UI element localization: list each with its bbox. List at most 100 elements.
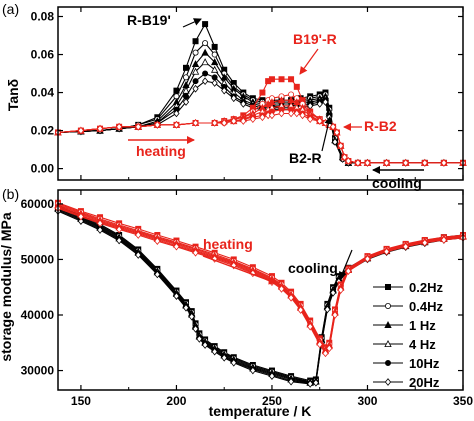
panel-b-data-point: [182, 303, 190, 312]
panel-b-data-point: [421, 238, 428, 247]
panel-a-y-tick-label: 0.02: [31, 124, 55, 138]
panel-a-data-point: [201, 58, 209, 66]
panel-a-data-point: [421, 159, 428, 167]
panel-b-data-point: [268, 372, 276, 380]
panel-b-data-point: [77, 217, 85, 225]
panel-b-y-tick-label: 60000: [21, 197, 55, 211]
panel-a-data-point: [202, 70, 209, 77]
panel-b-data-point: [211, 347, 218, 356]
legend-marker: [384, 359, 391, 366]
legend-label: 20Hz: [409, 375, 440, 390]
panel-b-data-point: [201, 341, 209, 349]
panel-b-label: (b): [2, 186, 19, 202]
panel-b-data-point: [297, 306, 304, 314]
panel-a-data-point: [354, 159, 362, 167]
panel-a-y-tick-label: 0.08: [31, 10, 55, 24]
panel-a-data-point: [211, 119, 218, 127]
panel-a-y-tick-label: 0.00: [31, 162, 55, 176]
panel-a-data-point: [288, 76, 295, 83]
panel-a-data-point: [240, 100, 247, 108]
panel-a-axes: 0.00 0.02 0.04 0.06 0.08: [31, 7, 464, 180]
panel-a-data-point: [201, 48, 209, 56]
panel-b-data-point: [77, 212, 85, 221]
panel-a-data-point: [135, 122, 142, 131]
panel-b-data-point: [96, 226, 104, 234]
panel-b-data-point: [192, 248, 199, 257]
panel-b-data-point: [326, 344, 333, 353]
panel-a-y-tick-label: 0.06: [31, 48, 55, 62]
panel-b-data-point: [383, 247, 390, 256]
panel-a-data-point: [210, 65, 219, 73]
annotation-cooling-b: cooling: [288, 260, 338, 276]
legend-label: 1 Hz: [409, 318, 436, 333]
panel-a-data-point: [259, 113, 266, 122]
panel-b-data-point: [154, 270, 161, 279]
panel-a-data-point: [278, 76, 285, 83]
legend-marker: [384, 321, 392, 329]
panel-b-data-point: [135, 251, 142, 259]
panel-a-data-point: [116, 122, 123, 131]
panel-a-data-point: [192, 84, 199, 93]
panel-a-data-point: [191, 67, 200, 75]
panel-b-frame: [57, 189, 464, 391]
panel-a-series-heating-9: [54, 101, 467, 166]
panel-a-series: [54, 21, 467, 167]
panel-b-x-tick-label: 250: [262, 394, 282, 408]
panel-a-frame: [57, 6, 464, 181]
panel-b-series-line-10: [57, 206, 464, 354]
panel-b-x-tick-label: 150: [71, 394, 91, 408]
panel-a-data-point: [173, 121, 180, 129]
panel-a-y-tick-label: 0.04: [31, 86, 55, 100]
panel-a-data-point: [202, 21, 209, 28]
panel-a-data-point: [249, 115, 256, 123]
panel-b-series-line-11: [57, 207, 464, 355]
panel-b-data-point: [307, 380, 314, 388]
panel-b-x-tick-label: 350: [453, 394, 473, 408]
panel-b-data-point: [312, 378, 320, 387]
panel-a-data-point: [202, 40, 209, 47]
panel-b-series-line-8: [57, 204, 464, 351]
panel-b-data-point: [440, 236, 448, 244]
panel-a: (a) 0.00 0.02 0.04 0.06 0.08 Tanδ R-B19' B19…: [2, 1, 467, 191]
panel-b-data-point: [324, 305, 331, 314]
panel-b-data-point: [249, 366, 256, 375]
panel-a-label: (a): [2, 1, 19, 17]
panel-a-data-point: [299, 111, 306, 120]
panel-b-data-point: [116, 225, 123, 234]
panel-b-y-tick-label: 50000: [21, 252, 55, 266]
annotation-heating-b-arrow: [202, 255, 277, 285]
panel-a-data-point: [182, 86, 190, 94]
legend-marker: [384, 378, 392, 386]
panel-a-data-point: [230, 94, 237, 103]
panel-a-series-heating-6: [55, 76, 466, 166]
panel-b-data-point: [96, 219, 104, 228]
panel-a-data-point: [293, 109, 300, 118]
annotation-heating-a: heating: [136, 143, 186, 159]
panel-b: (b) 150 200 250 300 35030000400005000060000 …: [0, 186, 473, 419]
panel-a-data-point: [259, 89, 266, 96]
panel-a-data-point: [322, 98, 329, 106]
panel-b-data-point: [316, 340, 323, 349]
annotation-cooling-a: cooling: [372, 175, 422, 191]
panel-a-data-point: [345, 157, 352, 165]
annotation-b2-r-arrow: [321, 116, 333, 152]
panel-b-y-tick-label: 30000: [21, 364, 55, 378]
panel-b-data-point: [188, 312, 195, 321]
panel-a-data-point: [192, 38, 199, 45]
panel-a-series-heating-11: [54, 109, 467, 167]
annotation-b19-r: B19'-R: [293, 31, 337, 47]
panel-a-data-point: [221, 119, 228, 127]
panel-a-data-point: [182, 64, 189, 71]
panel-b-series-cooling-1: [55, 203, 466, 385]
panel-b-series-heating-10: [55, 204, 466, 356]
panel-a-data-point: [440, 159, 448, 167]
panel-a-data-point: [240, 117, 247, 125]
panel-b-series-cooling-2: [54, 203, 467, 386]
panel-a-data-point: [316, 117, 323, 125]
legend-entry: 0.2Hz: [373, 280, 443, 295]
panel-b-data-point: [221, 353, 228, 362]
panel-a-data-point: [77, 126, 85, 135]
panel-b-axes: 150 200 250 300 350 30000 40000 50000 60000: [21, 190, 473, 408]
panel-a-data-point: [211, 74, 218, 81]
